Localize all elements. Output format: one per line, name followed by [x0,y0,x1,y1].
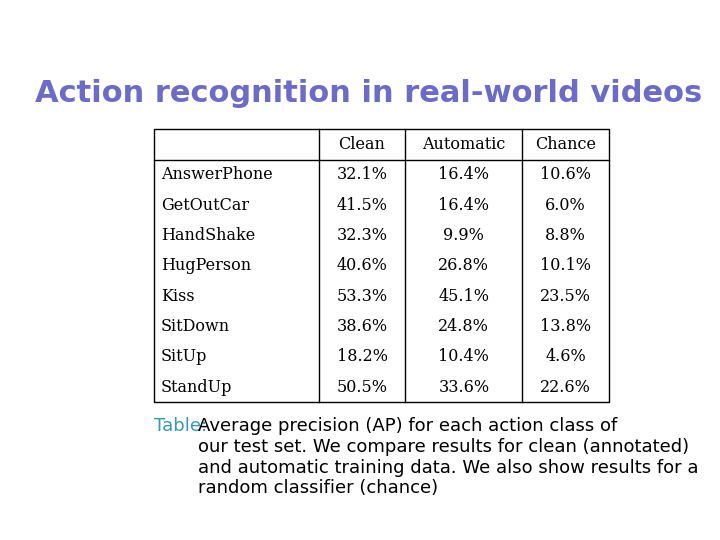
Text: 38.6%: 38.6% [336,318,387,335]
Text: AnswerPhone: AnswerPhone [161,166,273,183]
Text: Table:: Table: [154,417,207,435]
Text: 10.1%: 10.1% [540,258,591,274]
Text: 16.4%: 16.4% [438,197,490,214]
Bar [154,129,609,402]
Text: 26.8%: 26.8% [438,258,490,274]
Text: 45.1%: 45.1% [438,288,490,305]
Text: Average precision (AP) for each action class of
our test set. We compare results: Average precision (AP) for each action c… [198,417,698,497]
Text: StandUp: StandUp [161,379,233,396]
Text: 41.5%: 41.5% [336,197,387,214]
Text: 32.1%: 32.1% [336,166,387,183]
Text: Clean: Clean [338,136,385,153]
Text: HugPerson: HugPerson [161,258,251,274]
Text: HandShake: HandShake [161,227,255,244]
Text: 40.6%: 40.6% [336,258,387,274]
Text: SitUp: SitUp [161,348,207,366]
Text: 24.8%: 24.8% [438,318,490,335]
Text: 50.5%: 50.5% [336,379,387,396]
Text: 16.4%: 16.4% [438,166,490,183]
Text: 9.9%: 9.9% [444,227,485,244]
Text: Chance: Chance [535,136,596,153]
Text: 4.6%: 4.6% [545,348,586,366]
Text: 32.3%: 32.3% [336,227,387,244]
Text: 8.8%: 8.8% [545,227,586,244]
Text: GetOutCar: GetOutCar [161,197,249,214]
Text: 53.3%: 53.3% [336,288,387,305]
Text: Action recognition in real-world videos: Action recognition in real-world videos [35,79,703,109]
Text: 22.6%: 22.6% [540,379,591,396]
Text: SitDown: SitDown [161,318,230,335]
Text: 23.5%: 23.5% [540,288,591,305]
Text: 6.0%: 6.0% [545,197,586,214]
Text: 33.6%: 33.6% [438,379,490,396]
Text: Kiss: Kiss [161,288,194,305]
Text: 10.4%: 10.4% [438,348,490,366]
Text: Automatic: Automatic [422,136,505,153]
Text: 13.8%: 13.8% [540,318,591,335]
Text: 10.6%: 10.6% [540,166,591,183]
Text: 18.2%: 18.2% [336,348,387,366]
